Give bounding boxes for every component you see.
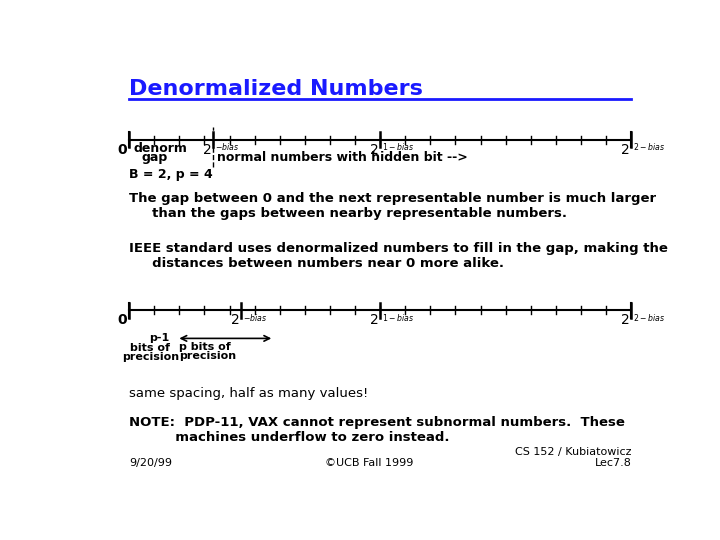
Text: $^{2-bias}$: $^{2-bias}$ [634,143,666,153]
Text: Denormalized Numbers: Denormalized Numbers [129,79,423,99]
Text: CS 152 / Kubiatowicz
Lec7.8: CS 152 / Kubiatowicz Lec7.8 [515,447,631,468]
Text: NOTE:  PDP-11, VAX cannot represent subnormal numbers.  These
          machines: NOTE: PDP-11, VAX cannot represent subno… [129,416,625,444]
Text: 9/20/99: 9/20/99 [129,458,172,468]
Text: IEEE standard uses denormalized numbers to fill in the gap, making the
     dist: IEEE standard uses denormalized numbers … [129,241,668,269]
Text: p bits of: p bits of [179,342,231,352]
Text: $^{-bias}$: $^{-bias}$ [215,143,239,153]
Text: $^{1-bias}$: $^{1-bias}$ [382,143,415,153]
Text: denorm: denorm [133,141,187,155]
Text: $2$: $2$ [202,143,211,157]
Text: $2$: $2$ [620,313,629,327]
Text: 0: 0 [117,313,127,327]
Text: same spacing, half as many values!: same spacing, half as many values! [129,387,369,400]
Text: $2$: $2$ [369,143,379,157]
Text: $2$: $2$ [230,313,239,327]
Text: precision: precision [122,352,179,362]
Text: $2$: $2$ [369,313,379,327]
Text: p-1: p-1 [150,333,170,343]
Text: gap: gap [141,151,168,164]
Text: precision: precision [179,351,236,361]
Text: $^{-bias}$: $^{-bias}$ [243,313,267,323]
Text: bits of: bits of [130,342,170,353]
Text: The gap between 0 and the next representable number is much larger
     than the: The gap between 0 and the next represent… [129,192,656,220]
Text: 0: 0 [117,143,127,157]
Text: $2$: $2$ [620,143,629,157]
Text: ©UCB Fall 1999: ©UCB Fall 1999 [325,458,413,468]
Text: B = 2, p = 4: B = 2, p = 4 [129,168,213,181]
Text: $^{1-bias}$: $^{1-bias}$ [382,313,415,323]
Text: normal numbers with hidden bit -->: normal numbers with hidden bit --> [217,151,468,164]
Text: $^{2-bias}$: $^{2-bias}$ [634,313,666,323]
